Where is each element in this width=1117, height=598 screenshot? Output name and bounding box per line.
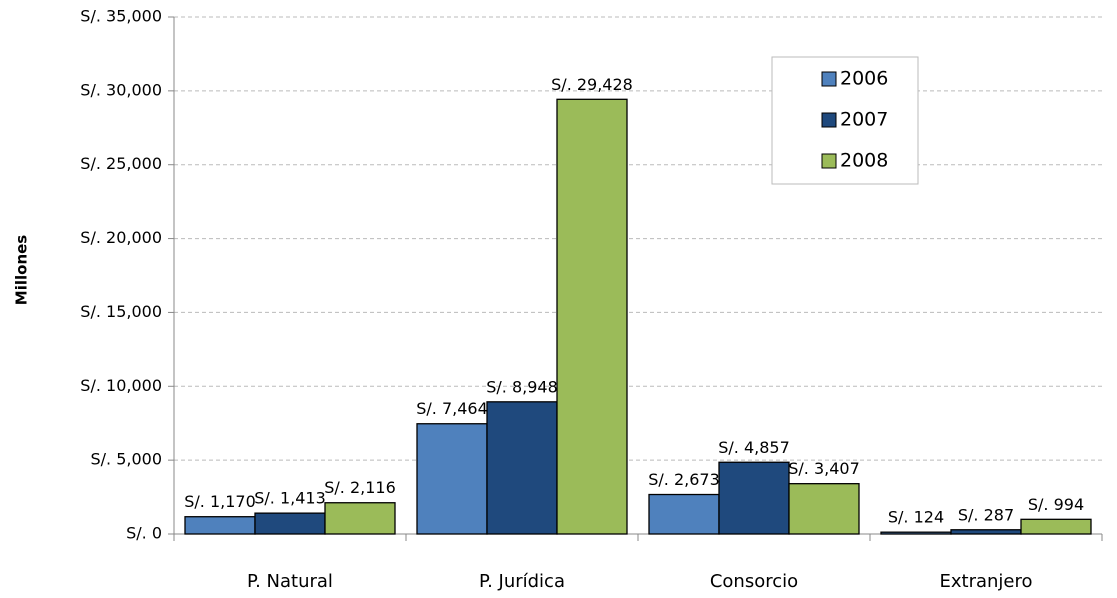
y-tick-label: S/. 25,000 — [80, 154, 162, 173]
y-axis-title: Millones — [13, 235, 31, 306]
bar — [648, 493, 720, 535]
x-tick-label: P. Jurídica — [479, 571, 565, 592]
x-tick-label: P. Natural — [247, 571, 333, 592]
value-label: S/. 4,857 — [718, 438, 790, 457]
bar — [788, 483, 860, 535]
legend-swatch — [821, 153, 837, 169]
value-label: S/. 124 — [888, 508, 944, 527]
bar — [880, 531, 952, 535]
value-label: S/. 8,948 — [486, 377, 558, 396]
bar — [254, 512, 326, 535]
bar — [184, 516, 256, 535]
y-tick-label: S/. 10,000 — [80, 376, 162, 395]
y-tick-label: S/. 20,000 — [80, 228, 162, 247]
bar — [416, 423, 488, 535]
y-tick-label: S/. 15,000 — [80, 302, 162, 321]
y-tick-label: S/. 35,000 — [80, 7, 162, 26]
bar — [1020, 518, 1092, 535]
y-tick-label: S/. 5,000 — [90, 450, 162, 469]
legend-swatch — [821, 112, 837, 128]
bar — [324, 502, 396, 535]
legend-box — [771, 56, 919, 185]
value-label: S/. 1,170 — [184, 492, 256, 511]
value-label: S/. 2,116 — [324, 478, 396, 497]
value-label: S/. 2,673 — [648, 470, 720, 489]
value-label: S/. 994 — [1028, 495, 1084, 514]
value-label: S/. 1,413 — [254, 489, 326, 508]
x-tick-label: Extranjero — [939, 571, 1032, 592]
legend-label: 2006 — [840, 68, 888, 90]
bar — [950, 529, 1022, 535]
bar — [556, 98, 628, 535]
x-tick-label: Consorcio — [710, 571, 798, 592]
legend-label: 2007 — [840, 109, 888, 131]
legend-label: 2008 — [840, 150, 888, 172]
y-tick-label: S/. 30,000 — [80, 80, 162, 99]
value-label: S/. 287 — [958, 505, 1014, 524]
value-label: S/. 29,428 — [551, 75, 633, 94]
bar — [486, 401, 558, 535]
value-label: S/. 7,464 — [416, 399, 488, 418]
bar — [718, 461, 790, 535]
value-label: S/. 3,407 — [788, 459, 860, 478]
y-tick-label: S/. 0 — [126, 524, 162, 543]
legend-swatch — [821, 71, 837, 87]
